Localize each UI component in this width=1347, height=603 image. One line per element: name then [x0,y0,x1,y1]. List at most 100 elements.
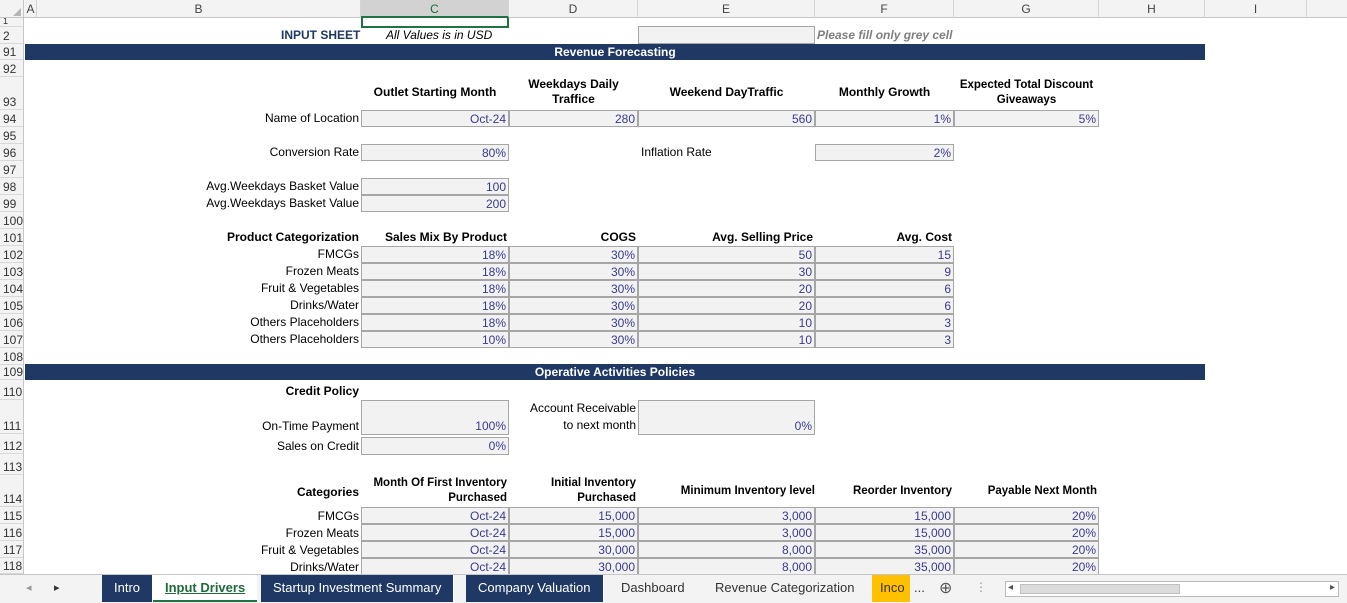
cogs-input[interactable]: 30% [509,314,638,331]
selling-price-input[interactable]: 50 [638,246,815,263]
first-inventory-month-input[interactable]: Oct-24 [361,558,509,574]
next-sheet-icon[interactable]: ▸ [54,582,60,594]
row-header[interactable]: 110 [0,380,23,400]
row-header[interactable]: 109 [0,365,23,380]
minimum-inventory-input[interactable]: 3,000 [638,507,815,524]
sales-mix-input[interactable]: 10% [361,331,509,348]
payable-next-month-input[interactable]: 20% [954,558,1099,574]
outlet-start-month-input[interactable]: Oct-24 [361,110,509,127]
grey-sample-cell[interactable] [638,26,815,44]
account-receivable-input[interactable]: 0% [638,400,815,435]
payable-next-month-input[interactable]: 20% [954,524,1099,541]
row-header[interactable]: 111 [0,400,23,434]
avg-cost-cell[interactable]: 9 [815,263,954,280]
add-sheet-icon[interactable]: ⊕ [939,580,953,597]
row-header[interactable]: 92 [0,60,23,77]
selling-price-input[interactable]: 10 [638,331,815,348]
reorder-inventory-input[interactable]: 15,000 [815,507,954,524]
more-tabs-button[interactable]: ... [914,580,925,595]
column-header-d[interactable]: D [509,0,638,18]
row-header[interactable]: 117 [0,541,23,558]
sales-mix-input[interactable]: 18% [361,314,509,331]
sales-mix-input[interactable]: 18% [361,280,509,297]
row-header[interactable]: 108 [0,348,23,365]
avg-cost-cell[interactable]: 6 [815,280,954,297]
sales-on-credit-input[interactable]: 0% [361,437,509,455]
column-header-f[interactable]: F [815,0,954,18]
row-header[interactable]: 91 [0,44,23,60]
row-header[interactable]: 1 [0,18,23,27]
avg-cost-cell[interactable]: 3 [815,331,954,348]
column-header-i[interactable]: I [1205,0,1307,18]
scroll-left-icon[interactable]: ◂ [1008,582,1014,593]
row-header[interactable]: 103 [0,263,23,280]
row-header[interactable]: 114 [0,475,23,507]
selling-price-input[interactable]: 20 [638,297,815,314]
first-inventory-month-input[interactable]: Oct-24 [361,541,509,558]
tab-splitter-handle[interactable]: ⋮ [975,580,987,594]
reorder-inventory-input[interactable]: 35,000 [815,541,954,558]
sales-mix-input[interactable]: 18% [361,246,509,263]
cogs-input[interactable]: 30% [509,297,638,314]
initial-inventory-input[interactable]: 15,000 [509,507,638,524]
column-header-g[interactable]: G [954,0,1099,18]
row-header[interactable]: 100 [0,212,23,229]
payable-next-month-input[interactable]: 20% [954,507,1099,524]
first-inventory-month-input[interactable]: Oct-24 [361,507,509,524]
avg-cost-cell[interactable]: 15 [815,246,954,263]
row-header[interactable]: 94 [0,110,23,127]
column-header-e[interactable]: E [638,0,815,18]
initial-inventory-input[interactable]: 30,000 [509,541,638,558]
row-header[interactable]: 96 [0,144,23,161]
row-header[interactable]: 98 [0,178,23,195]
avg-cost-cell[interactable]: 3 [815,314,954,331]
on-time-payment-input[interactable]: 100% [361,400,509,435]
row-header[interactable]: 113 [0,454,23,475]
tab-income[interactable]: Inco [872,575,910,602]
row-header[interactable]: 93 [0,77,23,110]
row-header[interactable]: 95 [0,127,23,144]
sales-mix-input[interactable]: 18% [361,263,509,280]
row-header[interactable]: 112 [0,434,23,454]
select-all-corner[interactable] [0,0,24,18]
tab-company-valuation[interactable]: Company Valuation [466,575,604,602]
cogs-input[interactable]: 30% [509,246,638,263]
weekend-traffic-input[interactable]: 560 [638,110,815,127]
payable-next-month-input[interactable]: 20% [954,541,1099,558]
row-header[interactable]: 106 [0,314,23,331]
tab-startup-investment-summary[interactable]: Startup Investment Summary [261,575,455,602]
row-header[interactable]: 99 [0,195,23,212]
monthly-growth-input[interactable]: 1% [815,110,954,127]
avg-cost-cell[interactable]: 6 [815,297,954,314]
tab-revenue-categorization[interactable]: Revenue Categorization [715,580,855,595]
row-header[interactable]: 107 [0,331,23,348]
column-header-h[interactable]: H [1099,0,1205,18]
selected-cell[interactable] [361,18,509,28]
column-header-a[interactable]: A [25,0,37,18]
initial-inventory-input[interactable]: 30,000 [509,558,638,574]
reorder-inventory-input[interactable]: 15,000 [815,524,954,541]
row-header[interactable]: 101 [0,229,23,246]
row-header[interactable]: 105 [0,297,23,314]
initial-inventory-input[interactable]: 15,000 [509,524,638,541]
basket-value-input[interactable]: 200 [361,195,509,212]
minimum-inventory-input[interactable]: 8,000 [638,558,815,574]
tab-dashboard[interactable]: Dashboard [621,580,685,595]
cogs-input[interactable]: 30% [509,280,638,297]
prev-sheet-icon[interactable]: ◂ [26,582,32,594]
horizontal-scrollbar[interactable]: ◂ ▸ [1005,581,1339,597]
horizontal-scroll-thumb[interactable] [1020,584,1180,594]
discount-giveaways-input[interactable]: 5% [954,110,1099,127]
row-header[interactable]: 102 [0,246,23,263]
first-inventory-month-input[interactable]: Oct-24 [361,524,509,541]
row-header[interactable]: 115 [0,507,23,524]
tab-intro[interactable]: Intro [102,575,154,602]
selling-price-input[interactable]: 10 [638,314,815,331]
minimum-inventory-input[interactable]: 8,000 [638,541,815,558]
selling-price-input[interactable]: 20 [638,280,815,297]
conversion-rate-input[interactable]: 80% [361,144,509,161]
cogs-input[interactable]: 30% [509,263,638,280]
inflation-rate-input[interactable]: 2% [815,144,954,161]
basket-value-input[interactable]: 100 [361,178,509,195]
scroll-right-icon[interactable]: ▸ [1329,582,1335,593]
